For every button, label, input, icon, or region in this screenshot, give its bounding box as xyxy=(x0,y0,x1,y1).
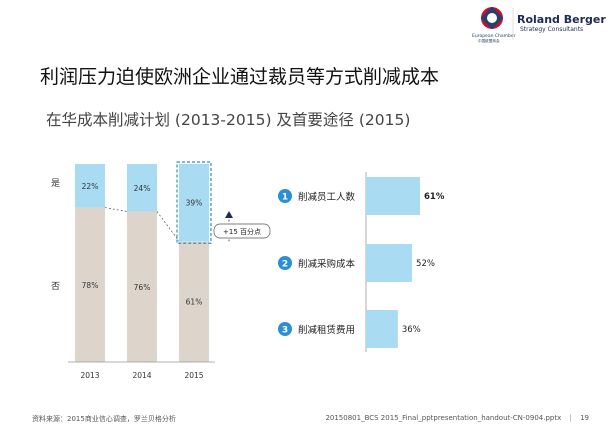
bar-no-2014 xyxy=(127,211,157,362)
chamber-name: European Chamber xyxy=(472,33,516,39)
rank-badge-1 xyxy=(278,189,292,203)
rank-badge-2 xyxy=(278,256,292,270)
footer-file-info: 20150801_BCS 2015_Final_pptpresentation_… xyxy=(325,414,589,422)
logo: European Chamber 中国欧盟商会 Roland Berger St… xyxy=(470,4,610,44)
rank-number-1: 1 xyxy=(282,193,288,203)
annotation-bubble xyxy=(213,223,271,239)
rank-number-2: 2 xyxy=(282,260,288,270)
bar-label-no-2015: 61% xyxy=(186,298,203,307)
bar-yes-2015 xyxy=(179,164,209,242)
category-label-1: 削减员工人数 xyxy=(298,191,356,203)
chamber-name-cn: 中国欧盟商会 xyxy=(478,38,500,43)
page-subtitle: 在华成本削减计划 (2013-2015) 及首要途径 (2015) xyxy=(46,111,411,129)
bar-label-no-2014: 76% xyxy=(134,283,151,292)
page-number: 19 xyxy=(580,414,589,422)
european-chamber-logo-icon xyxy=(480,6,504,30)
horizontal-bar-chart: 1 削减员工人数 61% 2 削减采购成本 52% 3 削减租赁费用 36% xyxy=(278,172,445,352)
hbar-1 xyxy=(366,177,420,215)
hbar-value-2: 52% xyxy=(416,259,435,269)
x-tick-2015: 2015 xyxy=(184,371,203,380)
hbar-value-3: 36% xyxy=(402,325,421,335)
bar-label-yes-2013: 22% xyxy=(82,182,99,191)
brand-tagline: Strategy Consultants xyxy=(520,26,583,33)
annotation-label: +15 百分点 xyxy=(223,227,261,236)
brand-name: Roland Berger xyxy=(517,13,606,26)
category-label-3: 削减租赁费用 xyxy=(298,324,355,336)
rank-number-3: 3 xyxy=(282,326,288,336)
page-title: 利润压力迫使欧洲企业通过裁员等方式削减成本 xyxy=(40,66,440,88)
stacked-bar-chart: 是否 22% 78% 2013 24% 76% 2014 39% 61% 2015 +15 百分点 xyxy=(51,161,271,380)
source-note: 资料来源：2015商业信心调查，罗兰贝格分析 xyxy=(32,415,176,423)
bar-no-2015 xyxy=(179,241,209,362)
bar-yes-2013 xyxy=(75,164,105,208)
row-label-no: 否 xyxy=(51,281,60,292)
hbar-2 xyxy=(366,244,413,282)
x-tick-2014: 2014 xyxy=(132,371,151,380)
bar-label-no-2013: 78% xyxy=(82,281,99,290)
footer-filename: 20150801_BCS 2015_Final_pptpresentation_… xyxy=(325,414,562,422)
footer-divider: | xyxy=(569,414,572,422)
bar-no-2013 xyxy=(75,207,105,362)
bar-label-yes-2015: 39% xyxy=(186,199,203,208)
connector-line xyxy=(156,211,180,242)
bar-label-yes-2014: 24% xyxy=(134,184,151,193)
hbar-value-1: 61% xyxy=(424,192,445,202)
category-label-2: 削减采购成本 xyxy=(298,258,356,270)
row-label-yes: 是 xyxy=(51,178,60,189)
up-arrow-icon xyxy=(225,211,233,218)
hbar-3 xyxy=(366,310,398,348)
rank-badge-3 xyxy=(278,322,292,336)
connector-line xyxy=(104,207,128,212)
x-tick-2013: 2013 xyxy=(80,371,99,380)
bar-yes-2014 xyxy=(127,164,157,212)
highlight-box-2015 xyxy=(176,161,212,244)
